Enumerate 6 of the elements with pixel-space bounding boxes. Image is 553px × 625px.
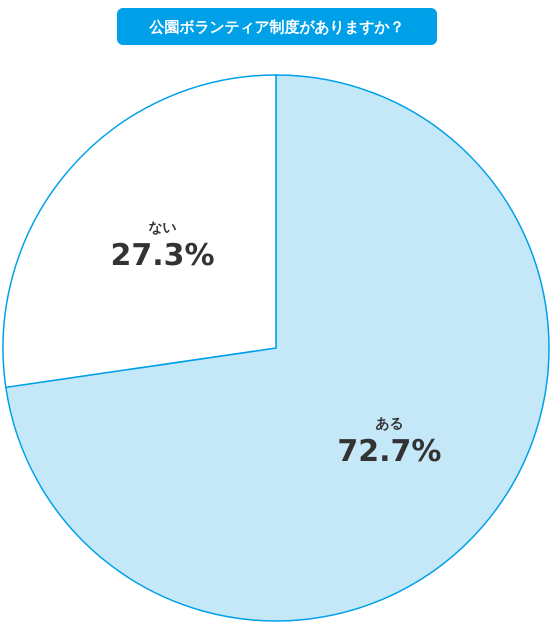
chart-title: 公園ボランティア制度がありますか？ bbox=[148, 18, 404, 36]
slice-label: ある bbox=[375, 416, 404, 432]
slice-label: ない bbox=[148, 220, 177, 236]
data-label: 72.7% bbox=[337, 434, 442, 470]
data-label: 27.3% bbox=[110, 238, 215, 273]
pie-slice bbox=[5, 74, 550, 622]
